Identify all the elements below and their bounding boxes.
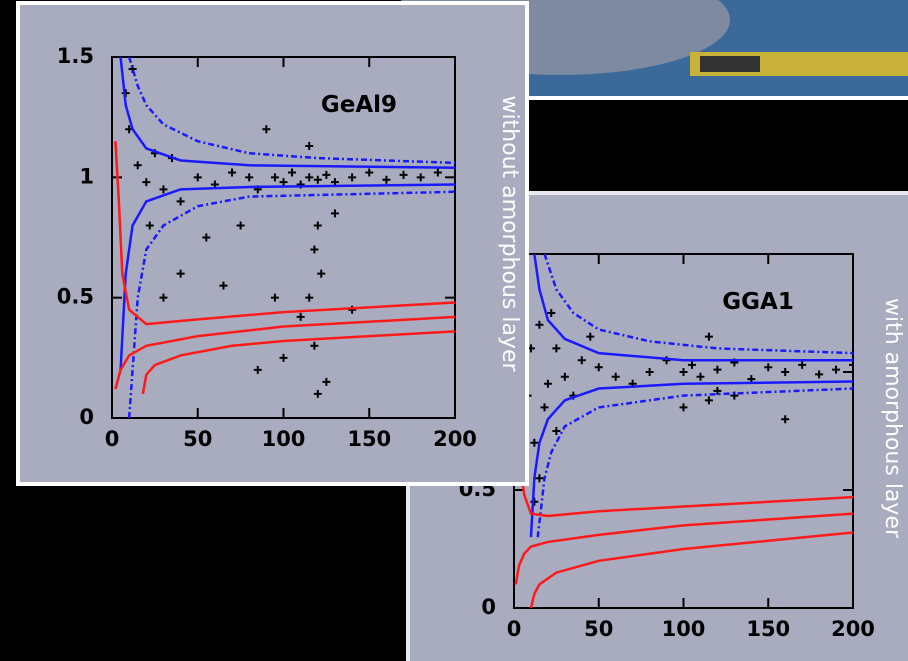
panel xyxy=(20,5,525,482)
y-tick-label: 1.5 xyxy=(57,44,94,68)
x-tick-label: 200 xyxy=(433,427,477,451)
y-tick-label: 1 xyxy=(79,164,94,188)
photo-tape-clip xyxy=(700,56,760,72)
chart-title: GGA1 xyxy=(722,289,794,315)
chart-title: GeAl9 xyxy=(321,92,397,118)
x-tick-label: 100 xyxy=(662,617,706,641)
x-tick-label: 200 xyxy=(831,617,875,641)
x-tick-label: 50 xyxy=(584,617,613,641)
chart-panel: 0 50 100 150 200 0 0.5 1 1.5 GeAl9 without amorpho… xyxy=(16,1,529,486)
x-tick-label: 50 xyxy=(183,427,212,451)
x-tick-label: 0 xyxy=(105,427,120,451)
annotation: without amorphous layer xyxy=(497,95,522,372)
screen: 0 50 100 150 200 0 0.5 1 1.5 GGA1 with amorphous l… xyxy=(0,0,908,661)
x-tick-label: 150 xyxy=(746,617,790,641)
x-tick-label: 150 xyxy=(347,427,391,451)
x-tick-label: 100 xyxy=(262,427,306,451)
annotation: with amorphous layer xyxy=(880,298,905,539)
x-tick-label: 0 xyxy=(507,617,522,641)
y-tick-label: 0.5 xyxy=(57,285,94,309)
y-tick-label: 0 xyxy=(79,405,94,429)
y-tick-label: 0 xyxy=(481,595,496,619)
